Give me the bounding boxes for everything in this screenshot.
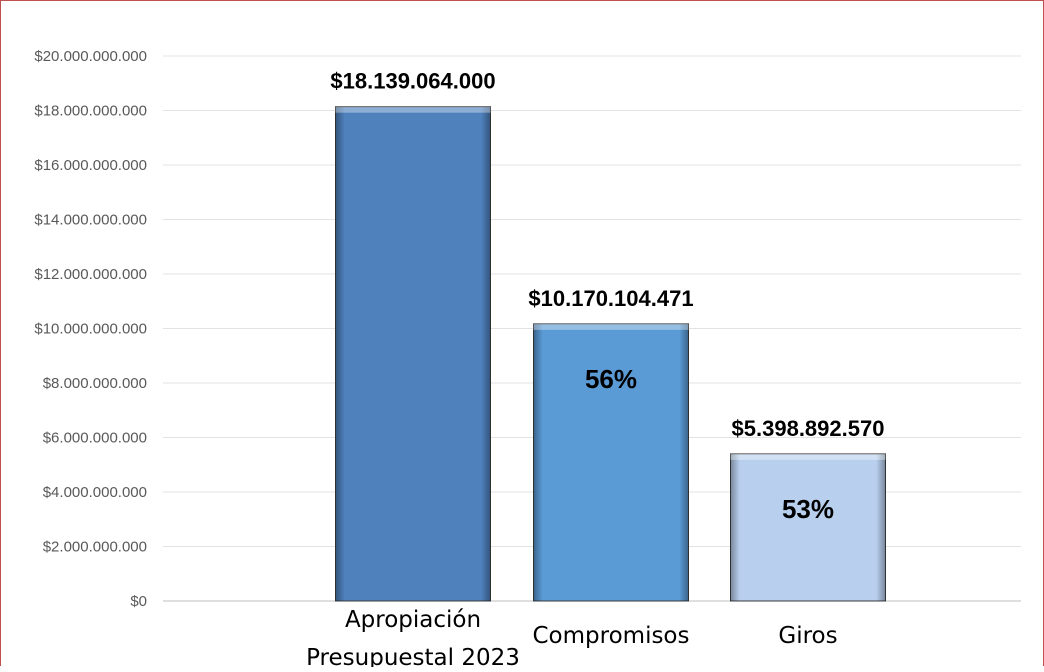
bar-bevel-top: [335, 106, 491, 113]
y-tick-label: $20.000.000.000: [34, 48, 147, 65]
y-tick-label: $14.000.000.000: [34, 212, 147, 229]
category-label: Compromisos: [533, 623, 690, 649]
y-tick-label: $8.000.000.000: [43, 375, 147, 392]
y-tick-label: $4.000.000.000: [43, 484, 147, 501]
bar-group: [533, 323, 689, 602]
y-tick-label: $12.000.000.000: [34, 266, 147, 283]
category-label: Giros: [778, 623, 837, 649]
category-label: Presupuestal 2023: [306, 645, 520, 667]
y-tick-label: $10.000.000.000: [34, 321, 147, 338]
y-tick-label: $18.000.000.000: [34, 103, 147, 120]
bar-bevel-side: [533, 323, 689, 601]
bar-bevel-side: [730, 453, 886, 601]
bar-group: [335, 106, 491, 602]
percentage-label: 56%: [585, 364, 637, 394]
bar-bevel-top: [533, 323, 689, 330]
category-label: Apropiación: [345, 607, 481, 633]
data-label: $5.398.892.570: [732, 416, 885, 441]
data-label: $10.170.104.471: [528, 286, 693, 311]
y-tick-label: $2.000.000.000: [43, 539, 147, 556]
bar-bevel-side: [335, 106, 491, 601]
y-tick-label: $0: [130, 593, 147, 610]
y-tick-label: $6.000.000.000: [43, 430, 147, 447]
data-label: $18.139.064.000: [330, 69, 495, 94]
bar-bevel-top: [730, 453, 886, 460]
bar-group: [730, 453, 886, 602]
percentage-label: 53%: [782, 494, 834, 524]
y-tick-label: $16.000.000.000: [34, 157, 147, 174]
